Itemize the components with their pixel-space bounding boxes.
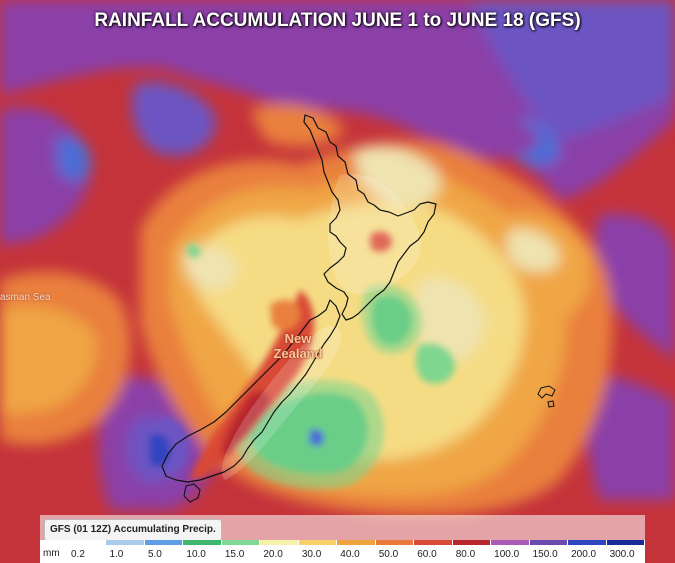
south-island-coastline (161, 299, 341, 483)
legend-swatch (414, 540, 452, 545)
legend-value: 1.0 (109, 549, 124, 560)
precip-zone-deepred-alps (221, 390, 271, 458)
legend-value: 100.0 (494, 549, 520, 560)
precip-zone-purple-southeast (585, 377, 675, 500)
legend-value: 10.0 (186, 549, 206, 560)
precip-zone-amber-west (0, 306, 96, 415)
precip-zone-orange-north (250, 103, 345, 147)
legend-item: 0.2 (68, 540, 107, 563)
legend-item: 1.0 (106, 540, 145, 563)
legend-swatch (491, 540, 529, 545)
legend-item: 60.0 (414, 540, 453, 563)
legend-value: 0.2 (71, 549, 85, 560)
precip-zone-green-canterbury-outer (234, 380, 384, 489)
legend-item: 50.0 (375, 540, 415, 563)
legend-value: 20.0 (263, 549, 283, 560)
legend-swatch (298, 540, 337, 545)
legend-unit: mm (40, 540, 68, 563)
legend-item: 15.0 (221, 540, 261, 563)
legend-value: 15.0 (224, 549, 245, 560)
legend-panel: GFS (01 12Z) Accumulating Precip. mm 0.2… (40, 515, 646, 563)
legend-item: 10.0 (183, 540, 222, 563)
legend-item: 300.0 (606, 540, 646, 563)
legend-item: 30.0 (298, 540, 338, 563)
legend-item: 150.0 (529, 540, 569, 563)
country-label: New Zealand (273, 331, 323, 361)
legend-swatch (68, 540, 106, 545)
precip-zone-violet-northeast (470, 0, 675, 140)
legend-swatch (606, 540, 645, 545)
precip-zone-green-west (187, 244, 201, 258)
legend-swatch (106, 540, 144, 545)
precip-zone-purple-northeast-coast (430, 104, 540, 159)
legend-swatch (183, 540, 221, 545)
legend-value: 5.0 (147, 549, 162, 560)
legend-swatch (221, 540, 260, 545)
map-title: RAINFALL ACCUMULATION JUNE 1 to JUNE 18 … (94, 10, 581, 31)
precip-zone-blue-fiordland (150, 433, 171, 467)
legend-swatch (568, 540, 606, 545)
legend-value: 200.0 (571, 549, 597, 560)
precip-zone-cream-northland (354, 146, 441, 207)
precip-zone-red-coromandel (370, 231, 392, 252)
precip-zone-red-alps (190, 290, 315, 480)
precip-zone-green-hawkesbay-outer (361, 284, 422, 354)
precip-zone-cream-east-far (506, 229, 560, 272)
legend-value: 50.0 (378, 549, 399, 560)
legend-color-scale: mm 0.2 1.0 5.0 10.0 15.0 20.0 30.0 40.0 … (40, 540, 646, 563)
legend-value: 60.0 (417, 549, 437, 560)
legend-swatch (144, 540, 183, 545)
precip-zone-blue-west (55, 136, 91, 182)
legend-swatch (452, 540, 491, 545)
precip-zone-orange-taranaki (270, 299, 300, 331)
legend-value: 40.0 (340, 549, 360, 560)
legend-item: 80.0 (452, 540, 492, 563)
legend-value: 80.0 (455, 549, 476, 560)
stewart-island-coastline (183, 483, 201, 503)
legend-value: 30.0 (301, 549, 322, 560)
legend-swatch (260, 540, 298, 545)
legend-title: GFS (01 12Z) Accumulating Precip. (44, 519, 222, 541)
legend-swatch (337, 540, 375, 545)
precip-zone-blue-canterbury (309, 429, 325, 446)
north-island-coastline (303, 114, 437, 321)
legend-value: 150.0 (532, 549, 558, 560)
legend-item: 200.0 (568, 540, 607, 563)
legend-item: 100.0 (491, 540, 530, 563)
chatham-islands-coastline (537, 385, 556, 408)
legend-value: 300.0 (609, 549, 635, 560)
precip-zone-violet-northwest (131, 81, 216, 156)
legend-item: 5.0 (144, 540, 184, 563)
precip-zone-cream-east (415, 277, 485, 363)
sea-label: asman Sea (0, 292, 51, 303)
legend-item: 20.0 (260, 540, 299, 563)
legend-swatch (529, 540, 568, 545)
precip-zone-green-east (415, 343, 455, 384)
precip-zone-purple-east (595, 213, 675, 360)
legend-item: 40.0 (337, 540, 376, 563)
legend-swatch (375, 540, 414, 545)
